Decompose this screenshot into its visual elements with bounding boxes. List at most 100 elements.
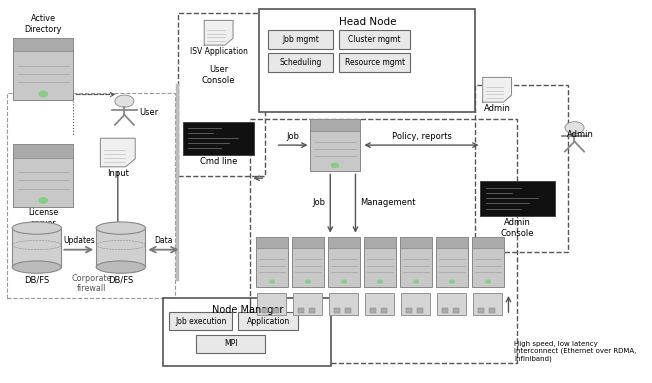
Bar [164,298,331,367]
Bar [437,293,466,315]
Bar [12,228,61,267]
Bar [269,30,333,49]
Circle shape [565,122,584,134]
Bar [400,237,432,286]
Bar [7,93,175,298]
Bar [257,293,286,315]
Text: Application: Application [247,317,290,326]
Circle shape [332,163,338,168]
Text: User: User [140,108,158,117]
Circle shape [414,280,418,283]
Bar [239,312,299,330]
Bar [329,237,360,286]
Bar [417,308,423,313]
Bar [273,308,279,313]
Bar [329,237,360,248]
Bar [308,308,316,313]
Bar [256,237,288,286]
Text: Job: Job [286,132,299,141]
Text: MPI: MPI [224,339,238,349]
Bar [473,237,504,248]
Text: High speed, low latency
interconnect (Ethernet over RDMA,
Infiniband): High speed, low latency interconnect (Et… [514,340,637,362]
Bar [14,144,74,207]
Bar [452,308,459,313]
Circle shape [450,280,454,283]
Circle shape [378,280,382,283]
Bar [364,237,396,286]
Text: ISV Application: ISV Application [190,47,248,56]
Bar [339,30,410,49]
Bar [183,122,254,155]
Ellipse shape [96,222,145,234]
Bar [364,237,396,248]
Bar [381,308,387,313]
Bar [14,144,74,158]
Bar [250,119,518,363]
Circle shape [39,91,48,97]
Polygon shape [204,20,233,45]
Text: Scheduling: Scheduling [280,58,322,67]
Text: User
Console: User Console [202,65,235,85]
Bar [170,312,232,330]
Bar [334,308,340,313]
Text: Admin
Console: Admin Console [501,218,534,237]
Text: Policy, reports: Policy, reports [392,132,451,141]
Bar [481,181,556,216]
Circle shape [306,280,310,283]
Bar [269,53,333,72]
Bar [406,308,413,313]
Bar [400,237,432,248]
Bar [473,293,502,315]
Bar [329,293,358,315]
Text: License
server: License server [28,208,59,228]
Text: Input: Input [107,169,128,178]
Text: Data: Data [154,236,173,246]
Bar [262,308,269,313]
Bar [442,308,449,313]
Bar [256,237,288,248]
Text: Job: Job [312,198,325,208]
Ellipse shape [96,261,145,273]
Ellipse shape [12,222,61,234]
Bar [489,308,496,313]
Circle shape [342,280,346,283]
Bar [293,237,323,248]
Bar [293,237,323,286]
Text: Admin: Admin [484,104,511,113]
Bar [310,119,360,131]
Ellipse shape [12,261,61,273]
Bar [339,53,410,72]
Bar [436,237,467,248]
Polygon shape [100,138,135,167]
Circle shape [270,280,274,283]
Bar [365,293,394,315]
Bar [259,9,475,112]
Text: Admin: Admin [567,130,594,139]
Bar [370,308,376,313]
Bar [14,38,74,100]
Text: DB/FS: DB/FS [24,276,50,285]
Text: Resource mgmt: Resource mgmt [345,58,405,67]
Bar [345,308,351,313]
Text: Cluster mgmt: Cluster mgmt [348,35,401,44]
Polygon shape [482,77,511,102]
Bar [436,237,467,286]
Bar [310,119,360,170]
Bar [473,237,504,286]
Bar [14,38,74,51]
Text: DB/FS: DB/FS [108,276,134,285]
Circle shape [115,95,134,107]
Bar [179,13,265,176]
Bar [293,293,322,315]
Bar [196,335,265,353]
Bar [96,228,145,267]
Text: Updates: Updates [63,236,95,246]
Text: Head Node: Head Node [338,17,396,27]
Text: Node Manager: Node Manager [212,305,283,315]
Text: Active
Directory: Active Directory [25,14,62,34]
Text: Management: Management [361,198,416,208]
Circle shape [486,280,490,283]
Text: Cmd line: Cmd line [200,157,237,166]
Text: Job mgmt: Job mgmt [282,35,319,44]
Bar [298,308,304,313]
